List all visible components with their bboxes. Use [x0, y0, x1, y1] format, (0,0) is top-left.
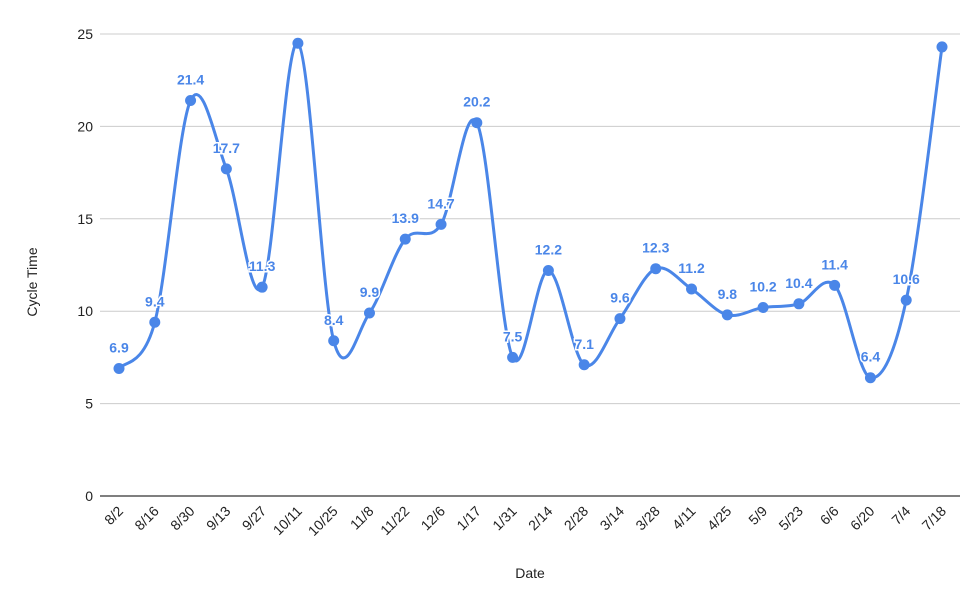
x-tick-label: 11/22 — [377, 503, 413, 539]
x-tick-label: 5/23 — [775, 503, 806, 534]
x-axis-tick-labels: 8/2 8/16 8/30 9/13 9/27 10/11 10/25 11/8 11/22 12… — [101, 503, 949, 539]
data-point — [793, 298, 805, 310]
data-label: 12.3 — [642, 240, 669, 256]
x-tick-label: 3/28 — [632, 503, 663, 534]
data-label: 7.5 — [503, 328, 523, 344]
data-label: 11.4 — [821, 256, 848, 272]
data-point — [650, 263, 662, 275]
y-tick-label: 15 — [77, 211, 93, 227]
data-labels: 6.9 9.4 21.4 17.7 11.3 8.4 9.9 13.9 14.7 20.2 7.5 1… — [108, 70, 922, 366]
data-label: 11.2 — [678, 260, 705, 276]
data-label: 13.9 — [392, 210, 419, 226]
x-tick-label: 5/9 — [745, 503, 770, 528]
data-point — [829, 279, 841, 291]
x-tick-label: 8/2 — [101, 503, 126, 528]
data-point — [256, 281, 268, 293]
x-tick-label: 10/25 — [305, 503, 341, 539]
data-label: 17.7 — [213, 140, 240, 156]
data-label: 9.6 — [610, 290, 630, 306]
x-tick-label: 11/8 — [347, 503, 377, 533]
y-tick-label: 10 — [77, 303, 93, 319]
data-point — [220, 163, 232, 175]
data-point — [292, 37, 304, 49]
data-label: 14.7 — [427, 195, 454, 211]
y-tick-label: 20 — [77, 118, 93, 134]
y-axis-tick-labels: 0 5 10 15 20 25 — [77, 26, 93, 504]
y-tick-label: 5 — [85, 396, 93, 412]
x-tick-label: 7/18 — [919, 503, 950, 534]
data-point — [399, 233, 411, 245]
data-label: 8.4 — [324, 312, 344, 328]
data-point — [864, 372, 876, 384]
x-axis-title: Date — [515, 565, 545, 581]
data-point — [507, 351, 519, 363]
x-tick-label: 3/14 — [596, 503, 627, 534]
data-label: 10.2 — [749, 279, 776, 295]
data-point — [721, 309, 733, 321]
data-point — [328, 335, 340, 347]
data-label: 11.3 — [249, 258, 276, 274]
y-axis-title: Cycle Time — [24, 247, 40, 316]
x-tick-label: 4/11 — [669, 503, 699, 533]
data-label: 9.4 — [145, 293, 165, 309]
data-label: 12.2 — [535, 242, 562, 258]
x-tick-label: 6/20 — [847, 503, 878, 534]
series-layer — [113, 37, 948, 384]
y-tick-label: 25 — [77, 26, 93, 42]
data-label: 9.8 — [718, 286, 738, 302]
x-tick-label: 7/4 — [888, 503, 913, 528]
data-label: 6.9 — [109, 339, 129, 355]
data-point — [435, 218, 447, 230]
data-point — [900, 294, 912, 306]
data-point — [757, 302, 769, 314]
data-label: 20.2 — [463, 94, 490, 110]
y-tick-label: 0 — [85, 488, 93, 504]
data-point — [936, 41, 948, 53]
x-tick-label: 2/14 — [525, 503, 556, 534]
data-label: 10.4 — [785, 275, 812, 291]
data-point — [578, 359, 590, 371]
data-point — [686, 283, 698, 295]
data-point — [542, 265, 554, 277]
data-label: 6.4 — [861, 349, 881, 365]
x-tick-label: 2/28 — [561, 503, 592, 534]
data-label: 7.1 — [574, 336, 594, 352]
x-tick-label: 8/30 — [167, 503, 198, 534]
data-point — [149, 316, 161, 328]
x-tick-label: 9/27 — [239, 503, 270, 534]
gridlines — [100, 33, 960, 497]
data-point — [113, 362, 125, 374]
data-label: 10.6 — [893, 271, 920, 287]
x-tick-label: 10/11 — [270, 503, 306, 539]
x-tick-label: 1/17 — [453, 503, 484, 534]
x-tick-label: 4/25 — [704, 503, 735, 534]
data-point — [185, 95, 197, 107]
x-tick-label: 1/31 — [489, 503, 520, 534]
data-label: 9.9 — [360, 284, 380, 300]
data-point — [614, 313, 626, 325]
series-line — [117, 41, 944, 380]
data-point — [363, 307, 375, 319]
data-point — [471, 117, 483, 129]
x-tick-label: 8/16 — [131, 503, 162, 534]
x-tick-label: 6/6 — [817, 503, 842, 528]
data-label: 21.4 — [177, 72, 204, 88]
x-tick-label: 9/13 — [203, 503, 234, 534]
x-tick-label: 12/6 — [418, 503, 449, 534]
